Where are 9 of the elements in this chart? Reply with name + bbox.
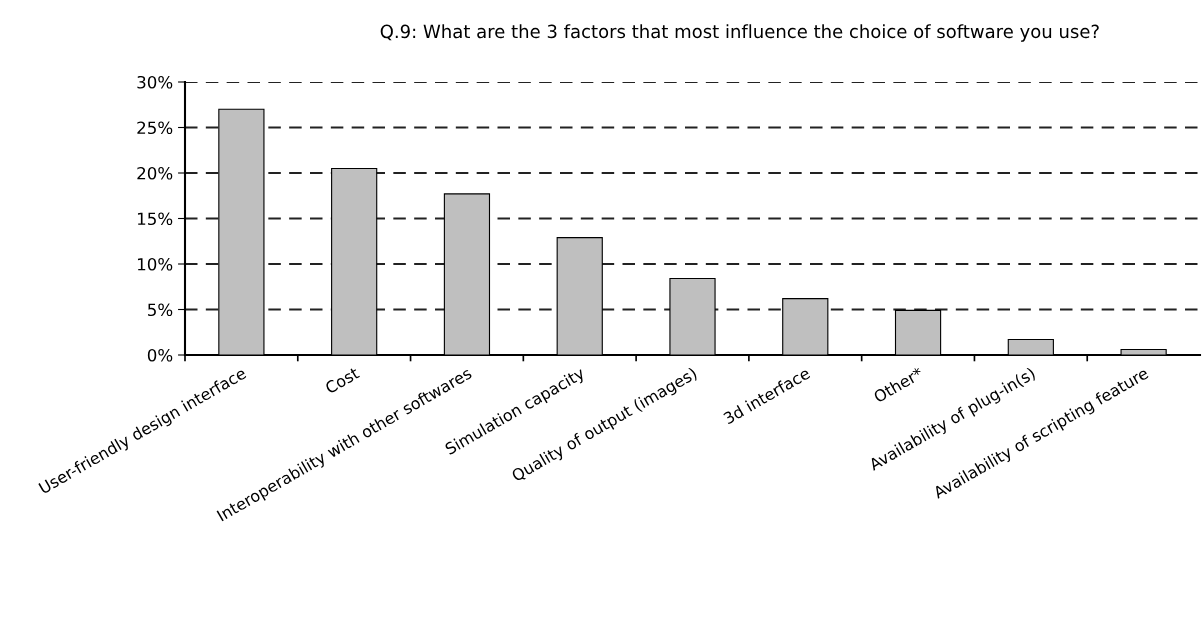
y-tick-label: 25% xyxy=(137,121,173,135)
y-tick-label: 5% xyxy=(148,303,173,317)
y-tick-label: 30% xyxy=(137,75,173,89)
x-tick-label: Cost xyxy=(324,366,361,395)
y-tick-label: 0% xyxy=(147,348,173,362)
y-tick-label: 15% xyxy=(137,212,173,226)
chart-title: Q.9: What are the 3 factors that most influence the choice of software you use? xyxy=(380,24,1099,42)
y-tick-label: 20% xyxy=(137,166,173,180)
y-tick-label: 10% xyxy=(137,257,173,271)
